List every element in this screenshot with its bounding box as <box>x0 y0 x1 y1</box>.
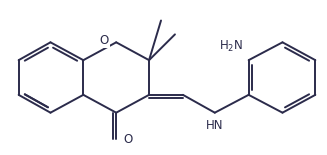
Text: H$_2$N: H$_2$N <box>219 39 243 54</box>
Text: HN: HN <box>206 119 224 132</box>
Text: O: O <box>124 133 133 146</box>
Text: O: O <box>100 34 109 47</box>
